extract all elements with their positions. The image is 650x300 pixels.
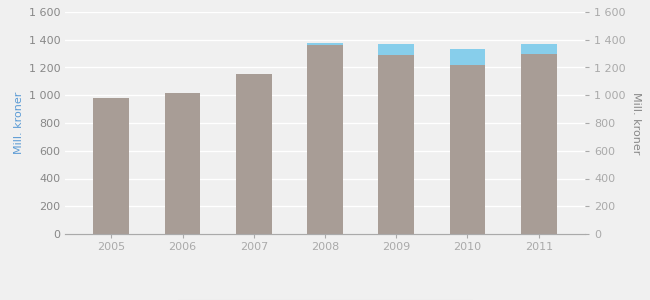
Bar bbox=[521, 44, 556, 54]
Bar bbox=[450, 65, 486, 234]
Bar bbox=[450, 50, 486, 65]
Bar bbox=[94, 98, 129, 234]
Bar bbox=[378, 55, 414, 234]
Y-axis label: Mill. kroner: Mill. kroner bbox=[14, 92, 24, 154]
Bar bbox=[164, 93, 200, 234]
Bar bbox=[521, 54, 556, 234]
Bar bbox=[378, 44, 414, 55]
Y-axis label: Mill. kroner: Mill. kroner bbox=[631, 92, 641, 154]
Bar bbox=[236, 74, 272, 234]
Bar bbox=[307, 43, 343, 45]
Bar bbox=[307, 45, 343, 234]
